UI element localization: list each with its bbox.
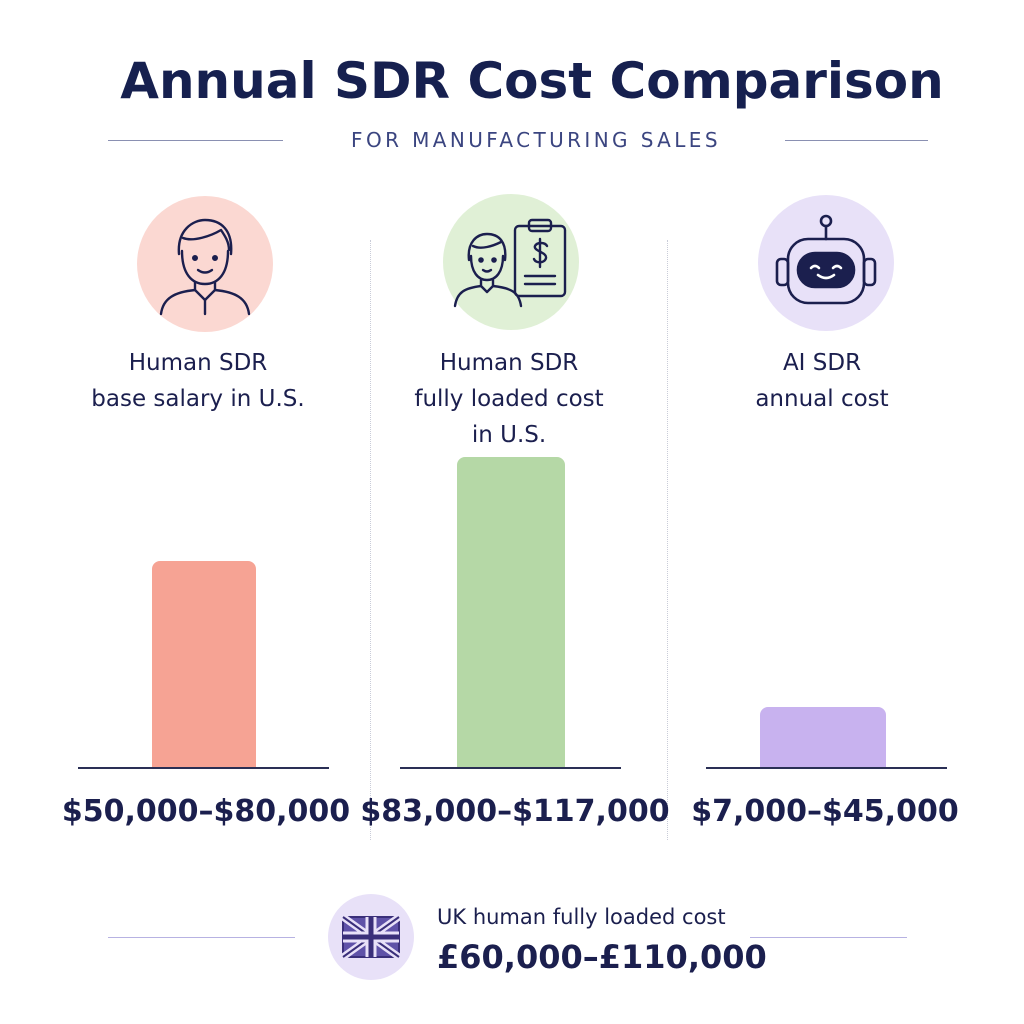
uk-flag-icon <box>328 894 414 980</box>
footnote-rule-left <box>108 937 295 938</box>
footnote-rule-right <box>750 937 907 938</box>
baseline <box>78 767 329 769</box>
subtitle-rule-right <box>785 140 928 141</box>
column-divider <box>370 240 371 840</box>
chart-title: Annual SDR Cost Comparison <box>120 52 944 110</box>
value-label: $50,000–$80,000 <box>61 794 351 829</box>
column-divider <box>667 240 668 840</box>
value-label: $7,000–$45,000 <box>691 794 959 829</box>
footnote-value: £60,000–£110,000 <box>437 938 767 976</box>
baseline <box>706 767 947 769</box>
person-invoice-icon <box>443 194 579 330</box>
bar <box>457 457 565 767</box>
robot-icon <box>758 195 894 331</box>
category-label: Human SDR fully loaded cost in U.S. <box>414 350 604 448</box>
category-label: AI SDR annual cost <box>755 350 889 412</box>
bar <box>152 561 256 767</box>
subtitle-rule-left <box>108 140 283 141</box>
chart-subtitle: FOR MANUFACTURING SALES <box>351 128 721 152</box>
value-label: $83,000–$117,000 <box>360 794 670 829</box>
baseline <box>400 767 621 769</box>
footnote-label: UK human fully loaded cost <box>437 905 726 929</box>
category-label: Human SDR base salary in U.S. <box>91 350 305 412</box>
bar <box>760 707 886 767</box>
person-icon <box>137 196 273 332</box>
